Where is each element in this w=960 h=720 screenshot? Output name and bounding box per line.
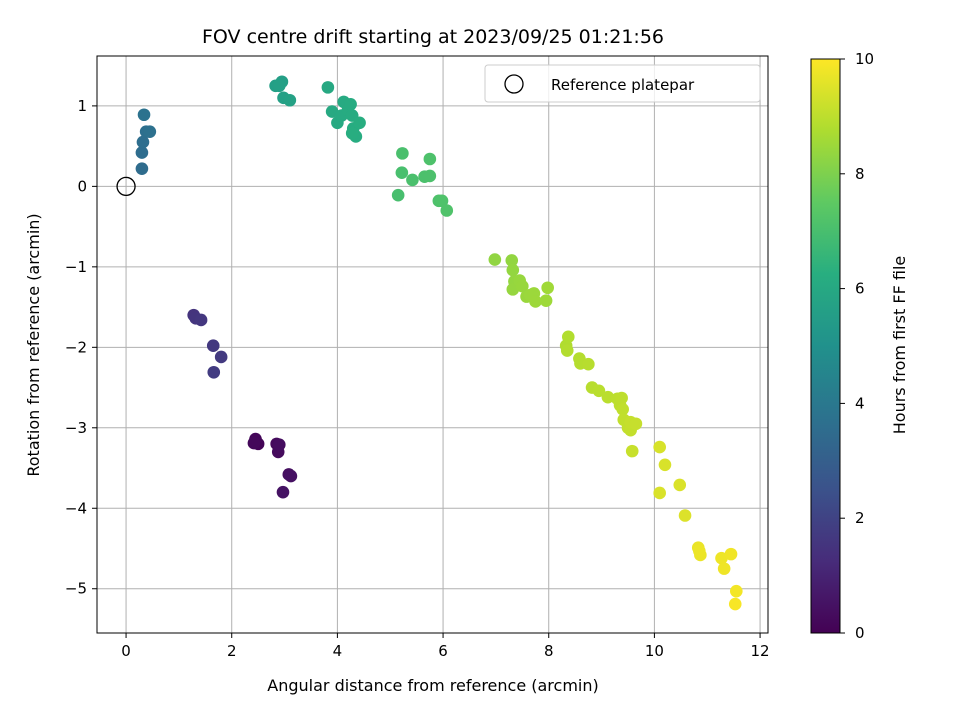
data-point: [136, 135, 150, 149]
colorbar-tick-label: 4: [855, 394, 865, 412]
data-point: [615, 391, 628, 405]
data-point: [207, 365, 221, 379]
data-point: [625, 444, 639, 458]
data-point: [653, 486, 666, 500]
colorbar-tick-label: 2: [855, 509, 865, 527]
data-point: [560, 344, 574, 357]
colorbar-label: Hours from first FF file: [890, 256, 909, 435]
y-tick-label: −1: [65, 258, 87, 276]
data-point: [561, 330, 575, 344]
data-point: [505, 254, 519, 267]
colorbar-tick-label: 0: [855, 624, 865, 642]
data-point: [693, 544, 706, 558]
y-tick-label: 1: [77, 97, 87, 115]
legend: Reference platepar: [484, 64, 761, 103]
x-tick-label: 12: [751, 642, 770, 660]
data-point: [137, 108, 151, 122]
data-point: [135, 162, 149, 175]
plot-frame: [96, 55, 769, 634]
data-point: [440, 204, 454, 217]
data-point: [353, 116, 366, 130]
data-point: [653, 440, 666, 454]
x-tick-label: 4: [333, 642, 343, 660]
data-point: [276, 485, 290, 499]
colorbar-tick-label: 8: [855, 165, 865, 183]
data-point: [321, 81, 335, 94]
data-point: [658, 458, 672, 472]
colorbar-tick-label: 10: [855, 50, 874, 68]
data-point: [325, 105, 339, 118]
data-point: [194, 313, 208, 327]
data-point: [143, 125, 157, 138]
data-point: [435, 194, 449, 208]
x-tick-label: 2: [227, 642, 237, 660]
data-point: [247, 436, 261, 450]
data-point: [724, 547, 738, 561]
chart-title: FOV centre drift starting at 2023/09/25 …: [202, 26, 664, 48]
data-point: [729, 584, 743, 598]
y-axis-label: Rotation from reference (arcmin): [24, 213, 43, 476]
reference-marker: [116, 176, 136, 197]
data-point: [629, 417, 643, 431]
reference-marker-group: [116, 176, 136, 197]
data-point: [284, 469, 298, 483]
colorbar-frame: [810, 58, 841, 634]
data-point: [592, 384, 606, 398]
data-point: [345, 126, 359, 140]
data-point: [423, 169, 437, 183]
data-point: [673, 478, 687, 492]
y-tick-label: −3: [65, 419, 87, 437]
y-tick-label: −2: [65, 338, 87, 356]
data-point: [391, 188, 405, 202]
colorbar-ticks: 0 2 4 6 8 10: [840, 50, 874, 642]
data-point: [423, 152, 437, 166]
x-tick-label: 0: [121, 642, 131, 660]
colorbar-tick-label: 6: [855, 280, 865, 298]
data-point: [601, 390, 615, 404]
data-point: [582, 357, 595, 371]
data-point: [516, 279, 529, 293]
colorbar-gradient: [811, 59, 840, 633]
data-point: [135, 146, 149, 159]
data-point: [272, 79, 286, 93]
data-point: [678, 509, 692, 522]
data-point: [529, 295, 542, 308]
data-point: [506, 263, 520, 277]
data-point: [506, 283, 520, 296]
data-point: [541, 281, 554, 295]
data-point: [206, 339, 220, 353]
data-point: [214, 350, 228, 364]
data-point: [344, 97, 357, 111]
data-point: [717, 562, 731, 575]
x-axis-label: Angular distance from reference (arcmin): [267, 676, 598, 695]
x-tick-label: 6: [438, 642, 448, 660]
legend-box: [484, 64, 761, 103]
grid: [97, 56, 768, 633]
y-tick-label: −4: [65, 499, 87, 517]
data-point: [272, 438, 286, 451]
data-point: [396, 147, 409, 160]
data-point: [616, 402, 630, 416]
legend-label: Reference platepar: [551, 76, 695, 94]
y-tick-label: 0: [77, 177, 87, 195]
data-point: [539, 294, 553, 307]
colorbar: 0 2 4 6 8 10 Hours from first FF file: [810, 50, 909, 642]
data-point: [283, 93, 297, 107]
data-point: [728, 597, 742, 611]
axis-ticks: 0 2 4 6 8 10 12 −5 −4 −3 −2 −1 0 1: [65, 97, 770, 660]
x-tick-label: 10: [645, 642, 664, 660]
scatter-points: [135, 75, 743, 611]
data-point: [395, 166, 409, 179]
data-point: [406, 173, 419, 187]
y-tick-label: −5: [65, 580, 87, 598]
x-tick-label: 8: [544, 642, 554, 660]
data-point: [488, 253, 502, 266]
legend-marker: [504, 74, 524, 94]
data-point: [715, 551, 728, 565]
